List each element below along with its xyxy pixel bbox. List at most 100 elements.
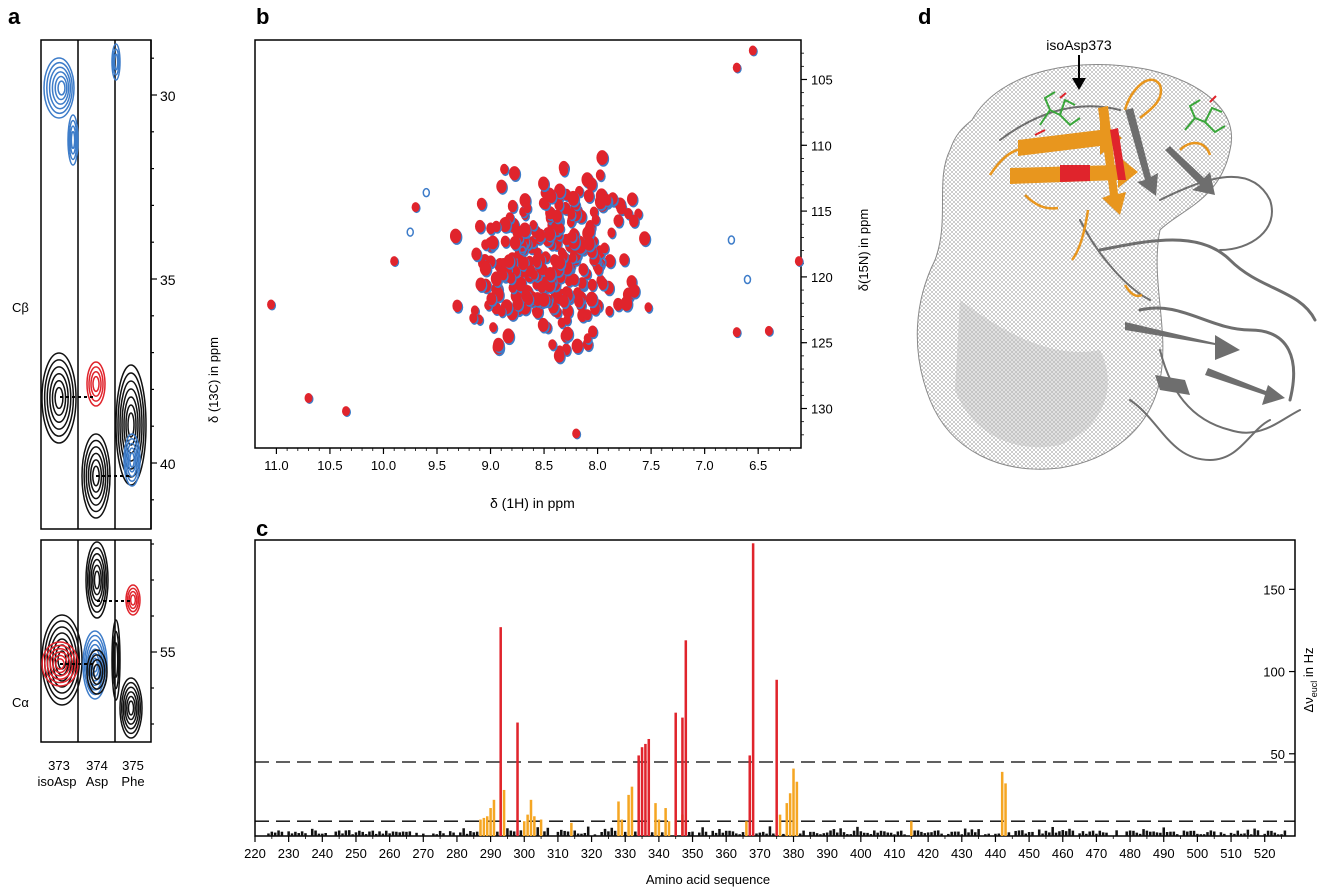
bar-black <box>930 832 933 836</box>
bar-red <box>674 712 677 836</box>
bar-black <box>1071 830 1075 836</box>
peak-red <box>519 222 531 238</box>
contour-373-cb-blue <box>46 61 73 115</box>
bar-black <box>324 833 327 836</box>
bar-black <box>1196 833 1199 836</box>
bar-black <box>1021 830 1024 836</box>
bar-black <box>1098 830 1102 836</box>
bar-black <box>798 833 802 836</box>
peak-red <box>764 325 773 336</box>
peak-red <box>574 295 584 308</box>
panel-a-ca-frame <box>40 539 152 743</box>
bar-black <box>1172 831 1176 836</box>
contour-374-cb-red <box>88 366 104 402</box>
x-tick-label: 350 <box>682 846 704 861</box>
peak-red <box>604 254 616 268</box>
bar-black <box>889 832 893 836</box>
peak-red <box>596 150 608 166</box>
bar-black <box>704 831 708 836</box>
peak-red <box>475 277 487 292</box>
bar-black <box>623 831 627 836</box>
bar-orange <box>630 786 634 836</box>
bar-black <box>873 830 876 836</box>
bar-black <box>1081 831 1085 836</box>
peak-red <box>583 224 595 239</box>
bar-black <box>1017 830 1021 836</box>
bar-black <box>452 832 455 836</box>
strip-name-isoasp: isoAsp <box>37 774 76 789</box>
bar-orange <box>620 819 624 836</box>
bar-black <box>650 832 654 836</box>
peak-blue-ring <box>743 274 752 285</box>
panel-b-ticks: 11.0 10.5 10.0 9.5 9.0 8.5 8.0 7.5 7.0 6.5 105 110 1… <box>264 52 833 473</box>
peak-red <box>489 322 498 333</box>
bar-black <box>1162 827 1165 836</box>
orange-red-beta-sheet <box>1010 106 1215 215</box>
panel-b-x-axis-label: δ (1H) in ppm <box>490 495 575 511</box>
peak-red <box>471 247 482 261</box>
tick-label-cb-30: 30 <box>160 88 176 104</box>
peak-red <box>553 348 565 363</box>
bar-red <box>748 755 752 836</box>
x-tick-label: 500 <box>1187 846 1209 861</box>
bar-black <box>741 832 745 836</box>
peak-blue-ring <box>422 187 431 198</box>
bar-black <box>1054 832 1058 836</box>
peak-red <box>577 277 587 289</box>
bar-black <box>903 834 906 836</box>
contour-373-cb-blue <box>48 66 72 110</box>
bar-black <box>1159 832 1162 836</box>
peak-red <box>554 199 564 211</box>
peak-red <box>479 260 492 276</box>
contour-373-ca-black <box>49 632 75 688</box>
bar-black <box>1223 833 1226 836</box>
contour-374-ca-black <box>88 654 106 690</box>
x-tick-label: 10.0 <box>371 458 396 473</box>
peak-red <box>534 228 546 242</box>
peak-red <box>411 202 420 213</box>
peak-red <box>523 292 534 306</box>
peak-red <box>591 214 600 225</box>
x-tick-label: 370 <box>749 846 771 861</box>
bar-black <box>879 830 883 836</box>
contour-374-cb-black <box>89 459 103 493</box>
peak-blue-ring <box>518 245 527 256</box>
bar-black <box>337 830 341 836</box>
bar-black <box>462 828 465 836</box>
bar-black <box>899 830 903 836</box>
peak-red <box>390 256 399 267</box>
bar-black <box>687 831 691 836</box>
y-tick-label: 50 <box>1271 747 1285 762</box>
tick-label-ca-55: 55 <box>160 644 176 660</box>
bar-black <box>543 831 546 836</box>
x-tick-label: 480 <box>1119 846 1141 861</box>
contour-374-ca-black <box>88 552 106 608</box>
peak-red <box>267 299 276 310</box>
bar-black <box>1091 830 1095 836</box>
bar-black <box>294 831 297 836</box>
bar-black <box>1243 833 1246 836</box>
y-tick-label: 120 <box>811 270 833 285</box>
bar-black <box>395 831 398 836</box>
bar-black <box>755 833 758 836</box>
contour-375-ca-black <box>127 700 135 716</box>
y-tick-label: 115 <box>811 204 832 219</box>
contour-374-cb-red <box>86 361 106 407</box>
peak-red <box>500 235 510 248</box>
bar-orange <box>482 817 486 836</box>
strip-number-374: 374 <box>86 758 108 773</box>
bar-black <box>287 831 290 836</box>
bar-black <box>1280 834 1283 836</box>
panel-a-y-axis-label: δ (13C) in ppm <box>206 337 221 423</box>
bar-black <box>1233 833 1236 836</box>
contour-375-ca-black <box>124 691 138 725</box>
bar-black <box>950 831 953 836</box>
bar-black <box>765 833 768 836</box>
bar-black <box>300 831 304 836</box>
x-tick-label: 300 <box>513 846 535 861</box>
x-tick-label: 460 <box>1052 846 1074 861</box>
bar-black <box>1128 830 1132 836</box>
contour-375-ca-red <box>125 584 141 616</box>
